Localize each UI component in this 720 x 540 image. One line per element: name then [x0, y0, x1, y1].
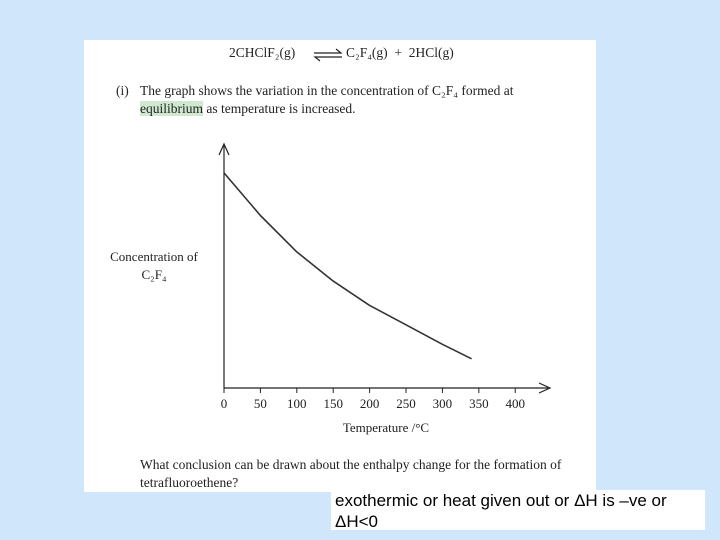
- y-axis-label: C₂F₄: [142, 267, 167, 282]
- x-axis-label: Temperature /°C: [343, 420, 429, 435]
- y-axis: [218, 142, 230, 388]
- question-text: equilibrium as temperature is increased.: [140, 100, 356, 118]
- x-tick-label: 200: [360, 396, 380, 411]
- x-tick-label: 100: [287, 396, 307, 411]
- question-image: 2CHClF₂(g) C₂F₄(g) + 2HCl(g) (i) The gra…: [84, 40, 596, 492]
- question-text: as temperature is increased.: [203, 101, 356, 116]
- x-tick-label: 250: [396, 396, 416, 411]
- equation-left: 2CHClF₂(g): [229, 45, 296, 60]
- question-text: What conclusion can be drawn about the e…: [140, 457, 562, 490]
- equation-right: C₂F₄(g) + 2HCl(g): [346, 45, 454, 60]
- x-tick-label: 0: [221, 396, 228, 411]
- y-axis-label: Concentration of: [110, 249, 198, 264]
- x-tick-label: 350: [469, 396, 489, 411]
- x-tick-label: 50: [254, 396, 267, 411]
- answer-box: exothermic or heat given out or ΔH is –v…: [331, 490, 705, 531]
- x-axis: [224, 382, 552, 394]
- highlight: equilibrium: [140, 101, 203, 116]
- question-text: The graph shows the variation in the con…: [140, 83, 514, 98]
- x-tick-label: 300: [433, 396, 453, 411]
- x-tick-label: 150: [323, 396, 343, 411]
- equilibrium-arrow: [313, 48, 343, 62]
- curve: [223, 172, 472, 360]
- x-tick-label: 400: [505, 396, 525, 411]
- question-label: (i): [116, 83, 129, 98]
